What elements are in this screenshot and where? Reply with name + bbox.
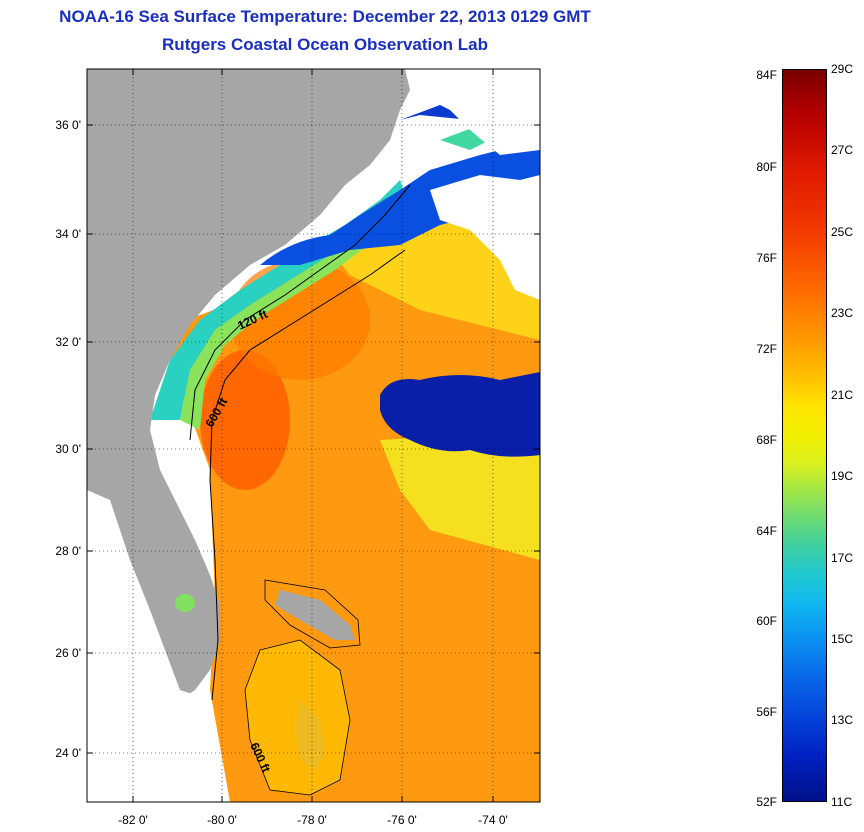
colorbar-c-11: 11C [831, 795, 853, 809]
colorbar-c-15: 15C [831, 632, 854, 646]
colorbar-f-84: 84F [756, 68, 777, 82]
warm-core-1 [200, 350, 290, 490]
colorbar-f-76: 76F [756, 251, 777, 265]
isobath-600ft [209, 249, 406, 701]
grand-bahama [275, 590, 355, 640]
colorbar-f-56: 56F [756, 705, 777, 719]
northern-cold-water [260, 140, 540, 265]
colorbar-f-52: 52F [756, 795, 777, 809]
lat-label-32: 32 0' [55, 335, 81, 349]
cold-eddy [380, 372, 540, 457]
map-frame [86, 68, 541, 803]
lon-label-80: -80 0' [207, 813, 237, 827]
lon-label-76: -76 0' [387, 813, 417, 827]
colorbar-c-23: 23C [831, 306, 854, 320]
lat-label-30: 30 0' [55, 442, 81, 456]
colorbar-c-27: 27C [831, 143, 854, 157]
colorbar-c-17: 17C [831, 551, 854, 565]
colorbar-c-25: 25C [831, 225, 854, 239]
ticks [87, 69, 540, 802]
colorbar-f-68: 68F [756, 433, 777, 447]
cloud-mask-north [410, 69, 540, 155]
lon-label-74: -74 0' [478, 813, 508, 827]
isobath-120ft [189, 184, 411, 441]
lat-label-34: 34 0' [55, 227, 81, 241]
colorbar-c-13: 13C [831, 713, 854, 727]
colorbar-c-21: 21C [831, 388, 854, 402]
lon-label-78: -78 0' [297, 813, 327, 827]
colorbar-f-80: 80F [756, 160, 777, 174]
lon-label-82: -82 0' [118, 813, 148, 827]
colorbar-f-64: 64F [756, 524, 777, 538]
cloud-mask-sw [87, 490, 230, 802]
lake-okeechobee [175, 594, 195, 612]
yellow-patch [380, 430, 540, 560]
map-subtitle: Rutgers Coastal Ocean Observation Lab [162, 35, 488, 54]
colorbar-f-60: 60F [756, 614, 777, 628]
coastal-green-band [180, 195, 410, 430]
map-title: NOAA-16 Sea Surface Temperature: Decembe… [59, 7, 591, 26]
colorbar-f-72: 72F [756, 342, 777, 356]
great-bahama-bank [245, 640, 350, 795]
temperature-colorbar [782, 69, 827, 802]
lat-label-26: 26 0' [55, 646, 81, 660]
little-bank-contour [264, 579, 361, 649]
lat-label-28: 28 0' [55, 544, 81, 558]
bank-contour [244, 639, 351, 796]
colorbar-c-19: 19C [831, 469, 854, 483]
lat-label-24: 24 0' [55, 746, 81, 760]
lat-label-36: 36 0' [55, 118, 81, 132]
land-us-southeast [87, 69, 410, 700]
colorbar-c-29: 29C [831, 62, 854, 76]
cloud-mask-ne [430, 175, 540, 300]
